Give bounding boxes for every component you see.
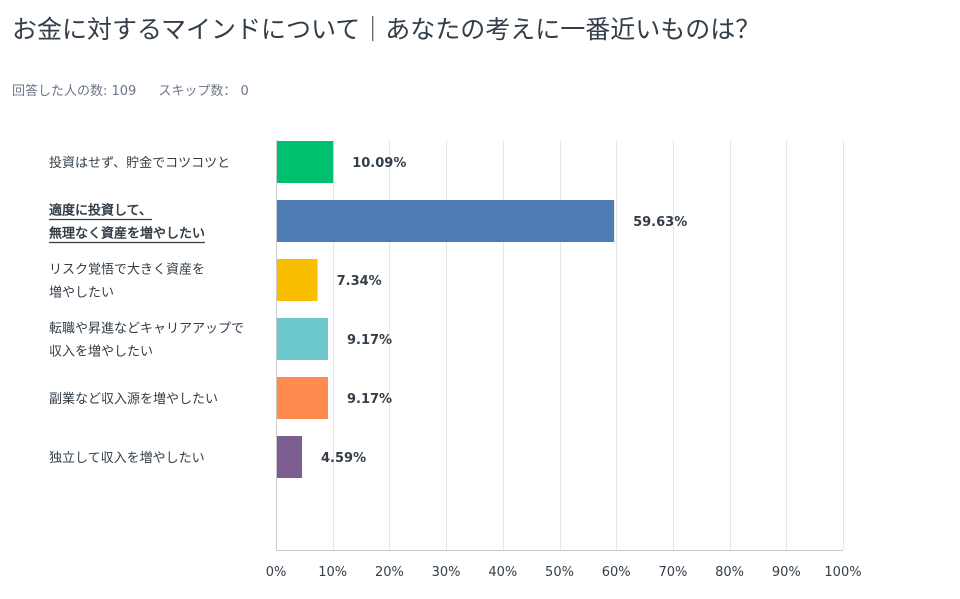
- skipped-count: スキップ数： 0: [158, 84, 249, 99]
- x-tick-label: 50%: [545, 565, 574, 580]
- bar-value-label: 7.34%: [337, 274, 382, 289]
- respondent-count: 回答した人の数: 109: [12, 84, 137, 99]
- bar-value-label: 9.17%: [347, 392, 392, 407]
- x-tick-label: 70%: [658, 565, 687, 580]
- bar: [277, 318, 328, 360]
- x-tick-label: 10%: [318, 565, 347, 580]
- bar-value-label: 59.63%: [633, 215, 687, 230]
- bar: [277, 377, 328, 419]
- bar: [277, 200, 615, 242]
- x-tick-label: 90%: [772, 565, 801, 580]
- x-tick-label: 30%: [432, 565, 461, 580]
- category-label: リスク覚悟で大きく資産を: [49, 262, 205, 278]
- x-tick-label: 100%: [824, 565, 861, 580]
- category-label: 適度に投資して、: [49, 203, 152, 219]
- category-label: 投資はせず、貯金でコツコツと: [49, 155, 230, 171]
- bar-value-label: 9.17%: [347, 333, 392, 348]
- category-label: 無理なく資産を増やしたい: [49, 226, 205, 242]
- x-tick-label: 60%: [602, 565, 631, 580]
- x-tick-label: 20%: [375, 565, 404, 580]
- category-label: 独立して収入を増やしたい: [49, 451, 205, 466]
- category-label: 増やしたい: [49, 286, 114, 301]
- x-tick-label: 40%: [488, 565, 517, 580]
- page-title: お金に対するマインドについて｜あなたの考えに一番近いものは？: [12, 15, 761, 44]
- response-summary: 回答した人の数: 109 スキップ数： 0: [12, 80, 249, 99]
- bar: [277, 259, 318, 301]
- x-tick-label: 0%: [266, 565, 287, 580]
- category-label: 転職や昇進などキャリアアップで: [49, 322, 244, 337]
- bar-value-label: 4.59%: [321, 451, 366, 466]
- category-label: 副業など収入源を増やしたい: [49, 391, 218, 407]
- bar-value-label: 10.09%: [352, 156, 406, 171]
- category-label: 収入を増やしたい: [49, 345, 153, 360]
- bar: [277, 436, 303, 478]
- x-tick-label: 80%: [715, 565, 744, 580]
- bar: [277, 141, 334, 183]
